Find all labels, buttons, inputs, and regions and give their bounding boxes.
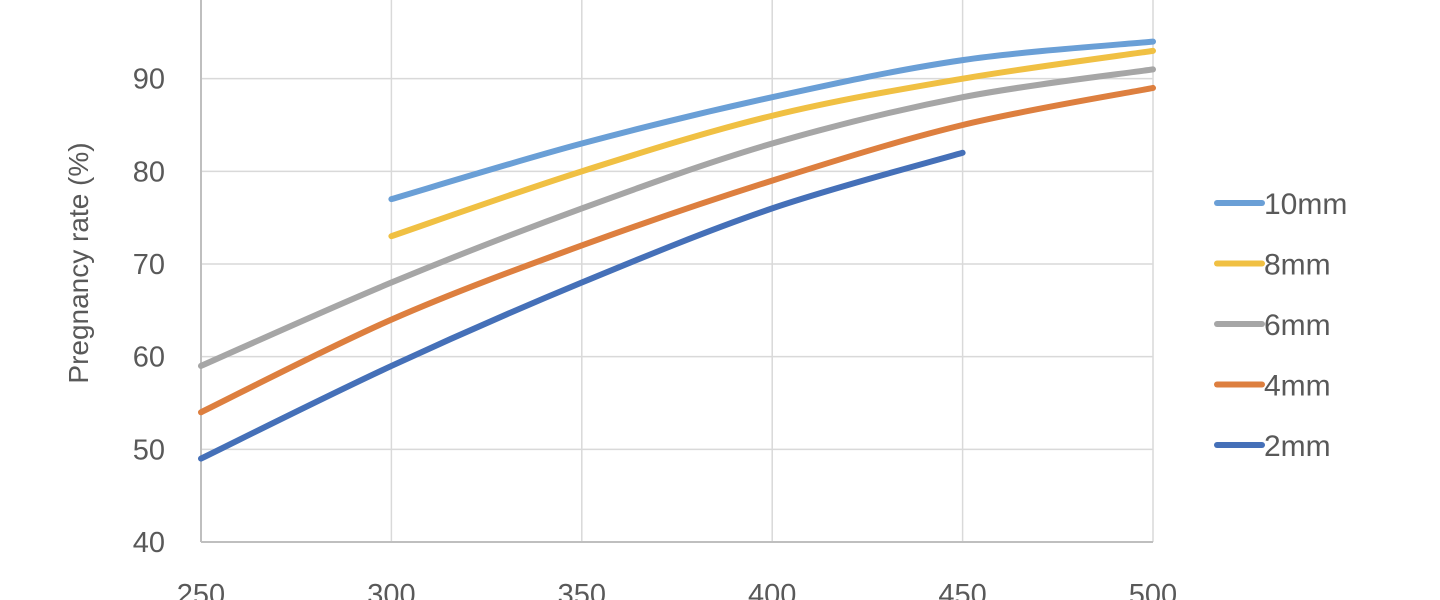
x-tick-label: 450 xyxy=(938,579,986,600)
x-tick-label: 500 xyxy=(1129,579,1177,600)
legend-label-2mm: 2mm xyxy=(1264,430,1331,463)
legend-label-4mm: 4mm xyxy=(1264,370,1331,403)
series-lines xyxy=(198,38,1156,462)
series-line-8mm xyxy=(388,47,1156,240)
tick-labels: 40 50 60 70 80 90 250 300 350 400 450 500 xyxy=(133,64,1177,600)
legend-label-10mm: 10mm xyxy=(1264,188,1347,221)
x-tick-label: 250 xyxy=(177,579,225,600)
y-tick-label: 50 xyxy=(133,434,165,466)
y-axis-title: Pregnancy rate (%) xyxy=(63,142,94,383)
y-tick-label: 70 xyxy=(133,249,165,281)
y-tick-label: 90 xyxy=(133,64,165,96)
x-tick-label: 300 xyxy=(367,579,415,600)
series-line-4mm xyxy=(198,84,1156,416)
legend-label-8mm: 8mm xyxy=(1264,249,1331,282)
y-tick-label: 40 xyxy=(133,527,165,559)
legend-label-6mm: 6mm xyxy=(1264,309,1331,342)
x-tick-label: 400 xyxy=(748,579,796,600)
y-tick-label: 60 xyxy=(133,342,165,374)
series-line-2mm xyxy=(198,149,966,462)
axes xyxy=(200,0,1153,543)
y-tick-label: 80 xyxy=(133,156,165,188)
series-line-6mm xyxy=(198,66,1156,369)
legend: 10mm 8mm 6mm 4mm 2mm xyxy=(1214,188,1347,463)
x-tick-label: 350 xyxy=(558,579,606,600)
series-line-10mm xyxy=(388,38,1156,203)
gridlines xyxy=(201,0,1154,542)
